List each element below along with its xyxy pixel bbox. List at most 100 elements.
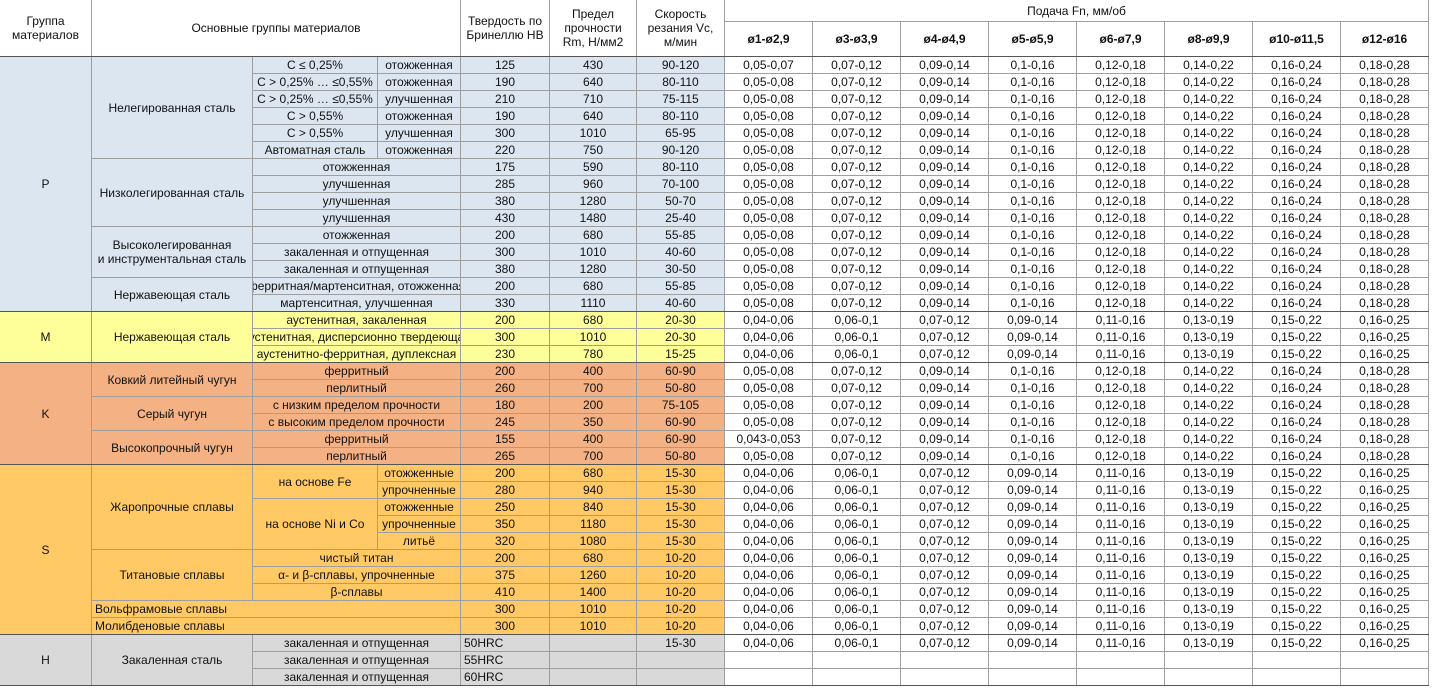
material-state: закаленная и отпущенная: [253, 244, 461, 261]
feed: 0,04-0,06: [725, 533, 813, 550]
feed: 0,07-0,12: [901, 635, 989, 652]
feed: 0,04-0,06: [725, 465, 813, 482]
cutting-speed: 80-110: [637, 74, 725, 91]
cutting-speed: 90-120: [637, 57, 725, 74]
feed: 0,1-0,16: [989, 159, 1077, 176]
feed: 0,18-0,28: [1341, 142, 1429, 159]
material-state: α- и β-сплавы, упрочненные: [253, 567, 461, 584]
feed: 0,14-0,22: [1165, 176, 1253, 193]
strength: [550, 635, 637, 652]
feed: 0,05-0,07: [725, 57, 813, 74]
feed: 0,15-0,22: [1253, 499, 1341, 516]
feed: 0,04-0,06: [725, 482, 813, 499]
feed: 0,12-0,18: [1077, 295, 1165, 312]
feed: 0,1-0,16: [989, 295, 1077, 312]
material-state: мартенситная, улучшенная: [253, 295, 461, 312]
feed: 0,06-0,1: [813, 465, 901, 482]
feed: 0,06-0,1: [813, 635, 901, 652]
subgroup-name: Нержавеющая сталь: [92, 278, 253, 312]
feed: 0,09-0,14: [989, 312, 1077, 329]
feed: 0,18-0,28: [1341, 363, 1429, 380]
feed: 0,07-0,12: [813, 193, 901, 210]
feed: 0,04-0,06: [725, 346, 813, 363]
feed: [725, 652, 813, 669]
feed: 0,12-0,18: [1077, 91, 1165, 108]
feed: 0,09-0,14: [989, 601, 1077, 618]
feed: 0,05-0,08: [725, 108, 813, 125]
cutting-speed: 80-110: [637, 159, 725, 176]
feed: 0,12-0,18: [1077, 431, 1165, 448]
feed: 0,13-0,19: [1165, 584, 1253, 601]
feed: 0,12-0,18: [1077, 125, 1165, 142]
feed: 0,04-0,06: [725, 618, 813, 635]
hardness: 300: [461, 125, 550, 142]
header-speed: Скорость резания Vc, м/мин: [637, 0, 725, 57]
strength: 1110: [550, 295, 637, 312]
hardness: 55HRC: [461, 652, 550, 669]
material-state: с высоким пределом прочности: [253, 414, 461, 431]
feed: 0,09-0,14: [901, 431, 989, 448]
feed: 0,043-0,053: [725, 431, 813, 448]
feed: 0,06-0,1: [813, 533, 901, 550]
feed: 0,16-0,24: [1253, 261, 1341, 278]
feed: 0,16-0,25: [1341, 601, 1429, 618]
feed: 0,05-0,08: [725, 227, 813, 244]
material-state: перлитный: [253, 380, 461, 397]
feed: 0,09-0,14: [901, 210, 989, 227]
material-state: ферритный: [253, 363, 461, 380]
feed: 0,18-0,28: [1341, 176, 1429, 193]
feed: 0,09-0,14: [989, 550, 1077, 567]
feed: 0,13-0,19: [1165, 533, 1253, 550]
feed: 0,09-0,14: [989, 482, 1077, 499]
feed: 0,15-0,22: [1253, 601, 1341, 618]
feed: 0,16-0,25: [1341, 635, 1429, 652]
subgroup-name: Закаленная сталь: [92, 635, 253, 686]
material-state: улучшенная: [378, 91, 461, 108]
feed: 0,1-0,16: [989, 397, 1077, 414]
feed: 0,12-0,18: [1077, 278, 1165, 295]
feed: [1341, 669, 1429, 686]
feed: [989, 652, 1077, 669]
cutting-speed: 15-30: [637, 465, 725, 482]
group-code: M: [0, 312, 92, 363]
feed: 0,16-0,24: [1253, 210, 1341, 227]
feed: 0,07-0,12: [901, 550, 989, 567]
feed: [1077, 669, 1165, 686]
cutting-speed: 10-20: [637, 567, 725, 584]
feed: 0,04-0,06: [725, 567, 813, 584]
feed: 0,16-0,25: [1341, 346, 1429, 363]
feed: 0,09-0,14: [901, 176, 989, 193]
feed: 0,07-0,12: [813, 295, 901, 312]
hardness: 375: [461, 567, 550, 584]
feed: 0,1-0,16: [989, 448, 1077, 465]
group-code: S: [0, 465, 92, 635]
feed: 0,15-0,22: [1253, 516, 1341, 533]
feed: 0,16-0,24: [1253, 159, 1341, 176]
feed: 0,05-0,08: [725, 210, 813, 227]
feed: 0,07-0,12: [901, 329, 989, 346]
strength: 700: [550, 448, 637, 465]
material-state: улучшенная: [253, 210, 461, 227]
cutting-speed: 15-30: [637, 635, 725, 652]
feed: 0,05-0,08: [725, 244, 813, 261]
feed: 0,05-0,08: [725, 363, 813, 380]
strength: 1480: [550, 210, 637, 227]
feed: 0,1-0,16: [989, 74, 1077, 91]
feed: 0,16-0,24: [1253, 278, 1341, 295]
feed: 0,11-0,16: [1077, 550, 1165, 567]
feed: 0,06-0,1: [813, 516, 901, 533]
feed: 0,14-0,22: [1165, 295, 1253, 312]
strength: [550, 652, 637, 669]
material-state: отожженная: [378, 74, 461, 91]
hardness: 200: [461, 278, 550, 295]
feed: 0,12-0,18: [1077, 210, 1165, 227]
material-state: отожженная: [378, 142, 461, 159]
feed: 0,07-0,12: [901, 465, 989, 482]
feed: [989, 669, 1077, 686]
feed: 0,16-0,25: [1341, 516, 1429, 533]
feed: 0,13-0,19: [1165, 601, 1253, 618]
material-spec: Автоматная сталь: [253, 142, 378, 159]
hardness: 350: [461, 516, 550, 533]
feed: 0,12-0,18: [1077, 142, 1165, 159]
feed: 0,09-0,14: [901, 91, 989, 108]
